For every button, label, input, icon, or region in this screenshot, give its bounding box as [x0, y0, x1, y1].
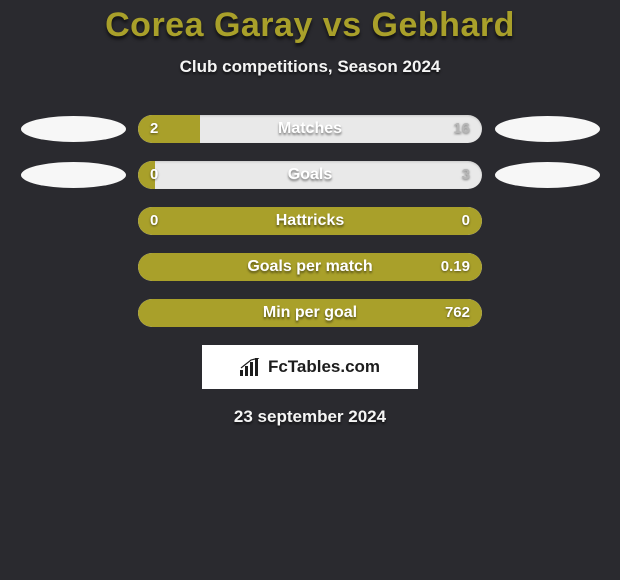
stat-bar: 0Hattricks0 [138, 207, 482, 235]
watermark-wrap: FcTables.com [0, 345, 620, 389]
watermark-text: FcTables.com [268, 357, 380, 377]
stat-right-value: 0.19 [441, 253, 470, 281]
left-photo-slot [18, 162, 128, 188]
stat-label: Hattricks [138, 207, 482, 235]
stat-bar: 0Goals3 [138, 161, 482, 189]
subtitle: Club competitions, Season 2024 [0, 57, 620, 77]
stat-right-value: 3 [462, 161, 470, 189]
stat-label: Matches [138, 115, 482, 143]
left-photo-slot [18, 116, 128, 142]
stat-row: 0Goals3 [0, 161, 620, 189]
stat-bar: 2Matches16 [138, 115, 482, 143]
date-label: 23 september 2024 [0, 407, 620, 427]
stat-bar: Goals per match0.19 [138, 253, 482, 281]
stat-row: Goals per match0.19 [0, 253, 620, 281]
stat-bar: Min per goal762 [138, 299, 482, 327]
stat-right-value: 762 [445, 299, 470, 327]
stat-label: Goals [138, 161, 482, 189]
player-photo-right [495, 116, 600, 142]
watermark: FcTables.com [202, 345, 418, 389]
stat-row: 0Hattricks0 [0, 207, 620, 235]
right-photo-slot [492, 162, 602, 188]
comparison-card: Corea Garay vs Gebhard Club competitions… [0, 0, 620, 427]
chart-bars-icon [240, 358, 262, 376]
stat-row: 2Matches16 [0, 115, 620, 143]
stat-row: Min per goal762 [0, 299, 620, 327]
stat-right-value: 16 [453, 115, 470, 143]
right-photo-slot [492, 116, 602, 142]
stat-label: Goals per match [138, 253, 482, 281]
player-photo-right [495, 162, 600, 188]
page-title: Corea Garay vs Gebhard [0, 6, 620, 45]
player-photo-left [21, 116, 126, 142]
stats-list: 2Matches160Goals30Hattricks0Goals per ma… [0, 115, 620, 327]
player-photo-left [21, 162, 126, 188]
stat-label: Min per goal [138, 299, 482, 327]
stat-right-value: 0 [462, 207, 470, 235]
